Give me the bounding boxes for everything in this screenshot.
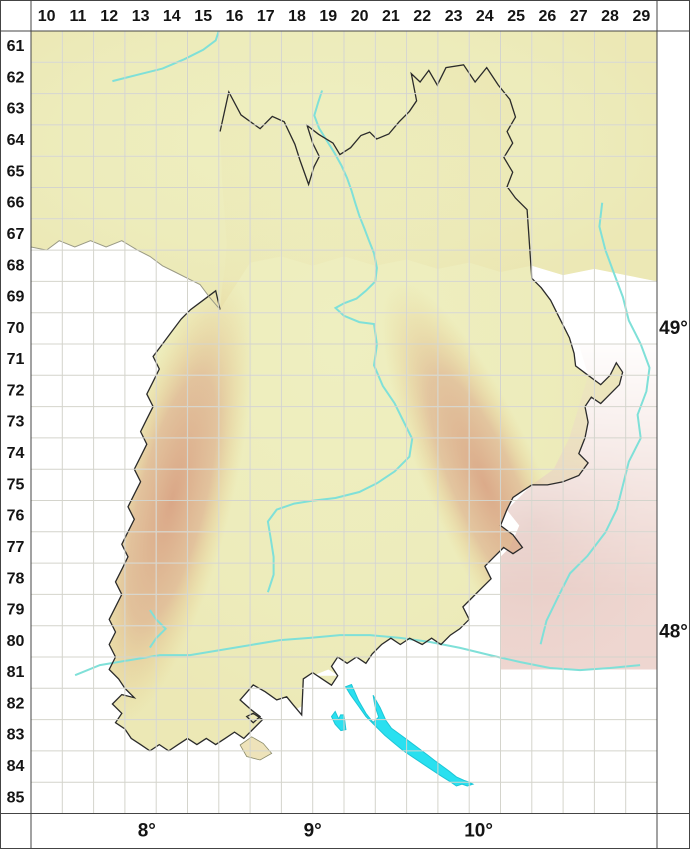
svg-text:69: 69 [7,289,25,306]
svg-text:9°: 9° [304,821,322,842]
svg-text:63: 63 [7,101,25,118]
svg-text:81: 81 [7,664,25,681]
svg-text:76: 76 [7,508,25,525]
svg-text:71: 71 [7,351,25,368]
svg-text:61: 61 [7,38,25,55]
svg-text:28: 28 [601,8,619,25]
svg-text:77: 77 [7,539,25,556]
svg-text:80: 80 [7,633,25,650]
svg-text:84: 84 [7,758,25,775]
svg-text:78: 78 [7,570,25,587]
svg-text:25: 25 [507,8,525,25]
svg-text:82: 82 [7,696,25,713]
svg-text:79: 79 [7,602,25,619]
svg-text:27: 27 [570,8,588,25]
svg-text:75: 75 [7,476,25,493]
svg-text:12: 12 [100,8,118,25]
svg-text:64: 64 [7,132,25,149]
svg-text:21: 21 [382,8,400,25]
svg-text:74: 74 [7,445,25,462]
svg-text:11: 11 [70,8,87,25]
svg-text:70: 70 [7,320,25,337]
svg-text:17: 17 [257,8,275,25]
svg-text:72: 72 [7,382,25,399]
svg-text:26: 26 [539,8,557,25]
svg-text:10: 10 [38,8,56,25]
svg-text:8°: 8° [138,821,156,842]
svg-text:16: 16 [226,8,244,25]
svg-text:67: 67 [7,226,25,243]
svg-text:48°: 48° [659,622,688,643]
svg-text:10°: 10° [464,821,493,842]
svg-text:24: 24 [476,8,494,25]
svg-text:62: 62 [7,70,25,87]
svg-text:14: 14 [163,8,181,25]
svg-text:29: 29 [633,8,651,25]
svg-text:66: 66 [7,195,25,212]
svg-text:49°: 49° [659,318,688,339]
svg-text:83: 83 [7,727,25,744]
svg-text:22: 22 [413,8,431,25]
svg-text:20: 20 [351,8,369,25]
svg-text:65: 65 [7,163,25,180]
svg-text:85: 85 [7,789,25,806]
svg-text:13: 13 [132,8,150,25]
svg-text:73: 73 [7,414,25,431]
svg-text:18: 18 [288,8,306,25]
svg-text:19: 19 [319,8,337,25]
svg-text:68: 68 [7,257,25,274]
svg-text:15: 15 [194,8,212,25]
svg-text:23: 23 [445,8,463,25]
